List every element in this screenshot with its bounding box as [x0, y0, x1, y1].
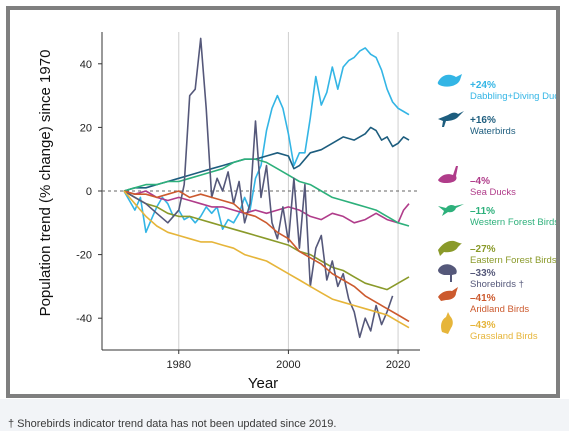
series-line-waterbirds [123, 126, 410, 192]
series-name-label: Western Forest Birds [470, 217, 556, 228]
chart-frame: -40 -20 0 20 40 1980 2000 2020 Year Population tr… [6, 6, 560, 398]
y-tick-label: -20 [76, 250, 92, 262]
grassland-bird-icon [441, 312, 453, 334]
y-tick-label: 40 [80, 59, 92, 71]
chart-panel: -40 -20 0 20 40 1980 2000 2020 Year Population tr… [10, 10, 556, 394]
sea-duck-icon-shape [438, 166, 458, 183]
duck-icon-shape [437, 74, 462, 87]
songbird-icon [438, 240, 462, 256]
x-tick-label: 2020 [386, 359, 410, 371]
x-tick-label: 2000 [276, 359, 300, 371]
y-tick-label: 20 [80, 122, 92, 134]
series-line-shorebirds [123, 37, 394, 339]
songbird-icon-shape [438, 240, 462, 256]
chart: -40 -20 0 20 40 1980 2000 2020 Year Population tr… [37, 32, 556, 392]
aridland-bird-icon-shape [438, 287, 458, 301]
x-tick-label: 1980 [167, 359, 191, 371]
series-value-label: –41% [470, 293, 496, 304]
shorebird-icon-shape [438, 264, 457, 282]
y-axis-title: Population trend (% change) since 1970 [37, 50, 54, 317]
series-line-aridland-birds [123, 190, 410, 323]
series-name-label: Grassland Birds [470, 331, 538, 342]
y-tick-label: 0 [86, 186, 92, 198]
heron-icon-shape [438, 111, 464, 127]
series-value-label: –4% [470, 176, 490, 187]
duck-icon [437, 74, 462, 87]
heron-icon [438, 111, 464, 127]
series-value-label: +24% [470, 80, 496, 91]
series-name-label: Sea Ducks [470, 187, 516, 198]
series-value-label: –11% [470, 206, 495, 217]
series-line-grassland-birds [123, 190, 410, 329]
series-name-label: Aridland Birds [470, 304, 529, 315]
series-value-label: –43% [470, 320, 496, 331]
series-name-label: Eastern Forest Birds [470, 255, 556, 266]
shorebird-icon [438, 264, 457, 282]
series-line-western-forest-birds [123, 158, 410, 227]
series-line-dabbling-diving-ducks [123, 47, 410, 234]
series-line-eastern-forest-birds [123, 190, 410, 291]
hummingbird-icon-shape [438, 204, 464, 216]
sea-duck-icon [438, 166, 458, 183]
series-value-label: +16% [470, 115, 496, 126]
y-tick-label: -40 [76, 313, 92, 325]
footnote: † Shorebirds indicator trend data has no… [8, 418, 337, 430]
x-axis-title: Year [248, 375, 278, 392]
series-value-label: –27% [470, 244, 496, 255]
series-name-label: Waterbirds [470, 126, 516, 137]
series-value-label: –33% [470, 268, 496, 279]
aridland-bird-icon [438, 287, 458, 301]
series-name-label: Shorebirds † [470, 279, 524, 290]
hummingbird-icon [438, 204, 464, 216]
series-name-label: Dabbling+Diving Ducks [470, 91, 556, 102]
grassland-bird-icon-shape [441, 312, 453, 334]
footnote-area [0, 399, 569, 431]
series-line-sea-ducks [123, 190, 410, 224]
